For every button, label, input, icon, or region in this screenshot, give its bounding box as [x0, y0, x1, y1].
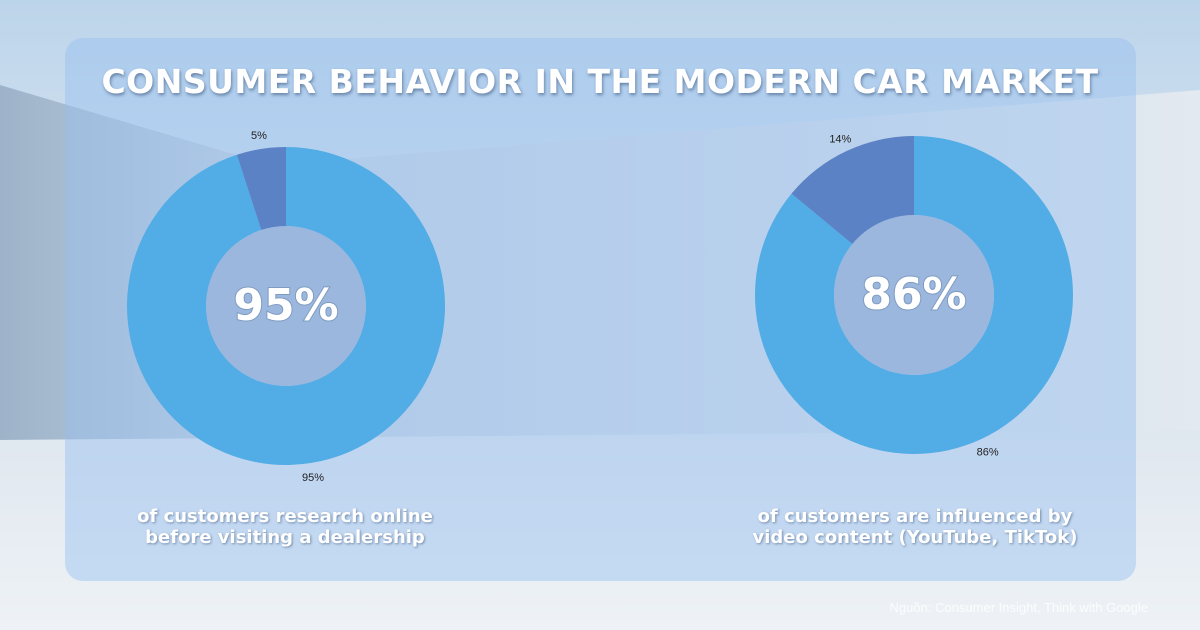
- donut-slice-secondary: [791, 136, 914, 245]
- slice-label: 14%: [829, 133, 851, 145]
- donut-hole: [206, 226, 366, 386]
- donut-slice-primary: [127, 147, 446, 466]
- slice-label: 86%: [977, 447, 999, 459]
- caption-line: before visiting a dealership: [145, 527, 425, 548]
- page-title: CONSUMER BEHAVIOR IN THE MODERN CAR MARK…: [101, 62, 1099, 101]
- source-note: Nguồn: Consumer Insight, Think with Goog…: [889, 600, 1148, 615]
- donut-chart-video-influence: 86% 14% 86%: [754, 133, 1073, 459]
- caption-video-influence: of customers are influenced by video con…: [715, 506, 1115, 548]
- slice-label: 5%: [251, 130, 267, 142]
- caption-line: of customers research online: [137, 506, 433, 527]
- donut-center-value: 95%: [233, 280, 338, 331]
- caption-line: video content (YouTube, TikTok): [752, 527, 1078, 548]
- donut-slice-secondary: [236, 147, 286, 230]
- slice-label: 95%: [302, 472, 324, 484]
- donut-hole: [834, 215, 994, 375]
- caption-line: of customers are influenced by: [757, 506, 1073, 527]
- caption-research-online: of customers research online before visi…: [95, 506, 475, 548]
- donut-chart-research-online: 95% 5% 95%: [127, 130, 446, 484]
- donut-center-value: 86%: [861, 269, 966, 320]
- donut-slice-primary: [754, 136, 1073, 454]
